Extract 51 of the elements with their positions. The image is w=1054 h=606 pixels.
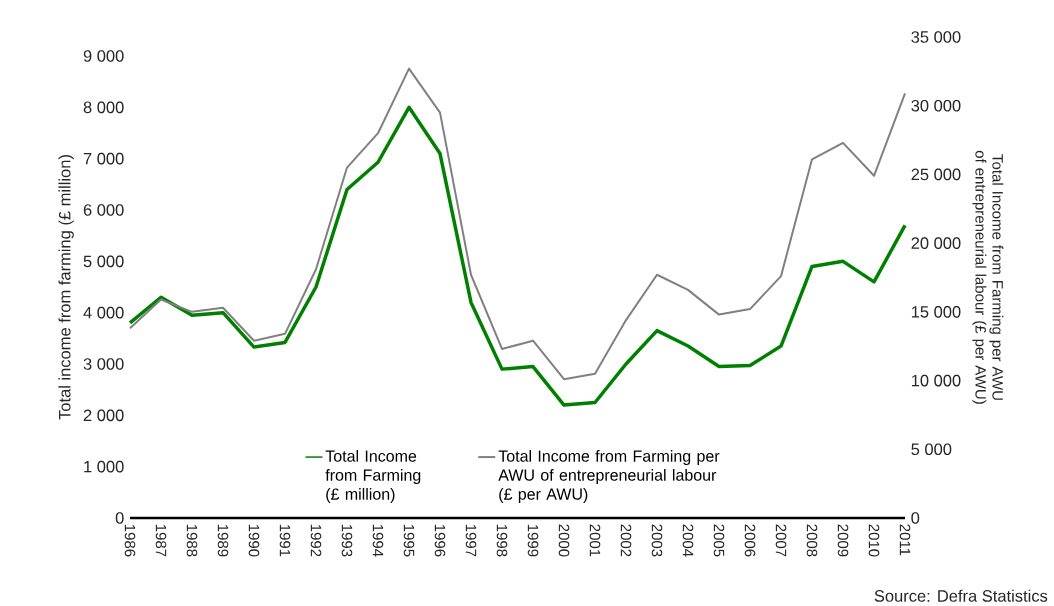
x-tick-label: 2005	[713, 524, 725, 557]
x-tick-label: 1997	[465, 524, 477, 557]
y-tick-label: 6 000	[83, 204, 124, 216]
y2-tick-label: 25 000	[911, 168, 961, 181]
x-tick-label: 2000	[558, 524, 570, 557]
y-tick-label: 3 000	[83, 358, 124, 370]
x-tick-label: 2008	[806, 524, 818, 557]
x-tick-label: 2004	[682, 524, 694, 557]
y-tick-label: 2 000	[83, 409, 124, 422]
y-tick-label: 7 000	[83, 152, 124, 165]
y-tick-label: 1 000	[84, 460, 124, 473]
y2-axis-title: Total Income from Farming per AWU of entrepreneurial labour (£ per AWU)	[972, 150, 1004, 404]
x-tick-label: 1988	[186, 524, 198, 557]
x-tick-label: 1995	[403, 524, 415, 557]
y2-tick-label: 35 000	[911, 31, 961, 43]
x-tick-label: 1993	[341, 524, 353, 557]
x-tick-label: 1991	[279, 524, 291, 557]
x-tick-label: 2007	[775, 524, 787, 557]
legend-label: Total Income from Farming per AWU of entrepreneurial labour (£ per AWU)	[498, 450, 720, 503]
x-tick-label: 1998	[496, 524, 508, 557]
y-tick-label: 8 000	[83, 101, 124, 114]
x-tick-label: 2003	[651, 524, 663, 557]
x-tick-label: 2010	[868, 524, 880, 557]
y2-tick-label: 15 000	[911, 306, 961, 318]
line-series	[128, 105, 907, 407]
x-tick-label: 1990	[248, 524, 260, 557]
y2-tick-label: 0	[911, 512, 920, 524]
source-note: Source: Defra Statistics	[874, 589, 1048, 602]
x-tick-label: 1999	[527, 524, 539, 557]
x-tick-label: 1992	[310, 524, 322, 557]
y-axis-title: Total income from farming (£ million)	[58, 155, 74, 420]
x-tick-label: 2002	[620, 524, 632, 557]
y2-tick-label: 20 000	[911, 237, 961, 249]
line-series	[129, 67, 907, 381]
x-tick-label: 1994	[372, 524, 384, 557]
y-tick-label: 0	[115, 512, 124, 524]
y2-tick-label: 5 000	[911, 443, 952, 456]
y2-tick-label: 10 000	[911, 374, 961, 387]
y2-tick-label: 30 000	[911, 99, 961, 112]
x-tick-label: 2009	[837, 524, 849, 557]
legend-label: Total Income from Farming (£ million)	[325, 450, 421, 503]
x-tick-label: 1996	[434, 524, 446, 557]
y-tick-label: 4 000	[83, 306, 124, 319]
y-tick-label: 9 000	[83, 50, 124, 62]
x-tick-label: 2001	[589, 524, 601, 557]
x-tick-label: 1986	[124, 524, 136, 557]
x-tick-label: 2011	[899, 524, 911, 556]
x-tick-label: 2006	[744, 524, 756, 557]
x-tick-label: 1989	[217, 524, 229, 557]
x-tick-label: 1987	[155, 524, 167, 557]
y-tick-label: 5 000	[83, 255, 124, 268]
